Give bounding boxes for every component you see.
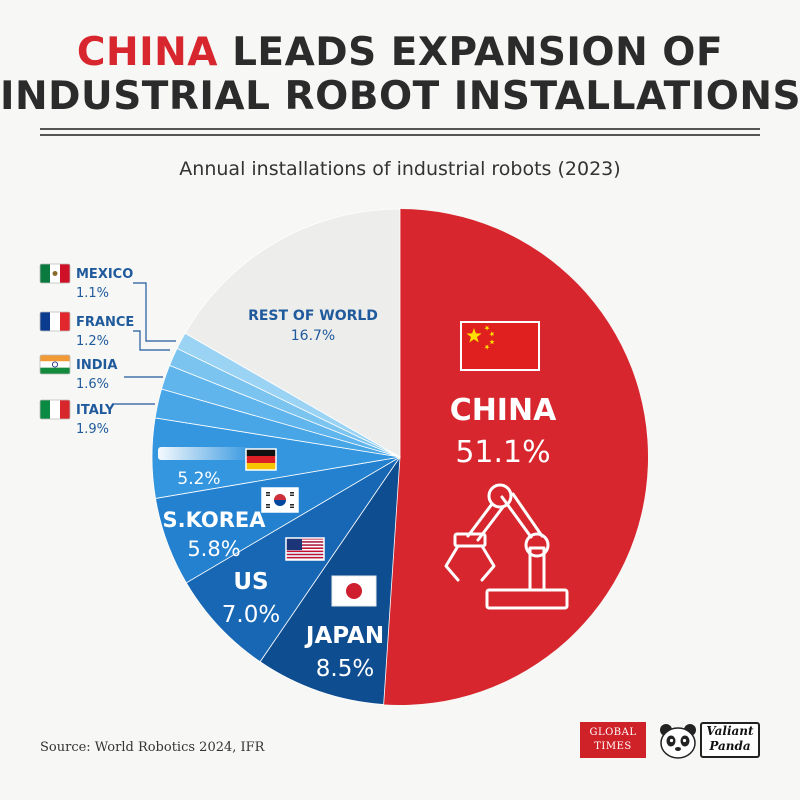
pie-slices [151,208,649,705]
title-divider-top [40,128,760,130]
title-line-1-rest: LEADS EXPANSION OF [218,30,724,75]
us-flag-icon [285,537,325,561]
germany-label-bar [158,447,253,460]
germany-flag-icon [245,448,277,471]
leader-mexico [133,282,176,342]
valiant-panda-line-1: Valiant [706,724,754,738]
value-china: 51.1% [455,435,550,470]
callout-value-france: 1.2% [76,334,109,349]
source-note: Source: World Robotics 2024, IFR [40,740,265,755]
japan-flag-icon [331,575,377,607]
value-rest-of-world: 16.7% [291,328,335,344]
slice-labels: CHINA 51.1% JAPAN 8.5% US 7.0% S.KOREA 5.8% 5.2%… [76,267,557,682]
callout-label-mexico: MEXICO [76,267,133,282]
label-us: US [233,569,268,595]
callout-label-france: FRANCE [76,315,134,330]
label-japan: JAPAN [304,623,384,649]
chart-subtitle: Annual installations of industrial robot… [179,158,621,180]
callout-value-mexico: 1.1% [76,286,109,301]
valiant-panda-logo: Valiant Panda [658,720,762,762]
title-accent-china: CHINA [76,30,218,75]
italy-flag-icon [39,399,71,420]
global-times-logo-line-2: TIMES [594,741,632,752]
chart-title-line-1: CHINA LEADS EXPANSION OF [0,30,800,75]
label-s-korea: S.KOREA [162,508,266,532]
global-times-logo-line-1: GLOBAL [589,727,637,738]
panda-icon [660,724,696,759]
callout-label-italy: ITALY [76,403,115,418]
callout-label-india: INDIA [76,358,117,373]
title-divider-bottom [40,134,760,136]
south-korea-flag-icon [261,487,299,513]
callout-value-india: 1.6% [76,377,109,392]
label-rest-of-world: REST OF WORLD [248,308,378,324]
leader-france [133,330,170,351]
callout-value-italy: 1.9% [76,422,109,437]
global-times-logo: GLOBAL TIMES [580,722,646,758]
france-flag-icon [39,311,71,332]
slice-rest-of-world [184,208,401,458]
slice-china [383,208,649,705]
slice-japan [259,455,401,705]
mexico-flag-icon [39,263,71,284]
india-flag-icon [39,354,71,375]
robot-arm-icon [444,483,569,610]
value-germany: 5.2% [177,469,220,489]
valiant-panda-wordmark: Valiant Panda [700,722,760,758]
value-japan: 8.5% [316,656,374,682]
chart-title-line-2: INDUSTRIAL ROBOT INSTALLATIONS [0,74,800,119]
china-flag-icon [460,321,540,371]
flags-and-icons [39,263,569,610]
callout-leader-lines [112,282,176,405]
valiant-panda-line-2: Panda [709,739,751,753]
value-us: 7.0% [222,602,280,628]
label-china: CHINA [450,393,557,428]
value-s-korea: 5.8% [187,537,240,561]
